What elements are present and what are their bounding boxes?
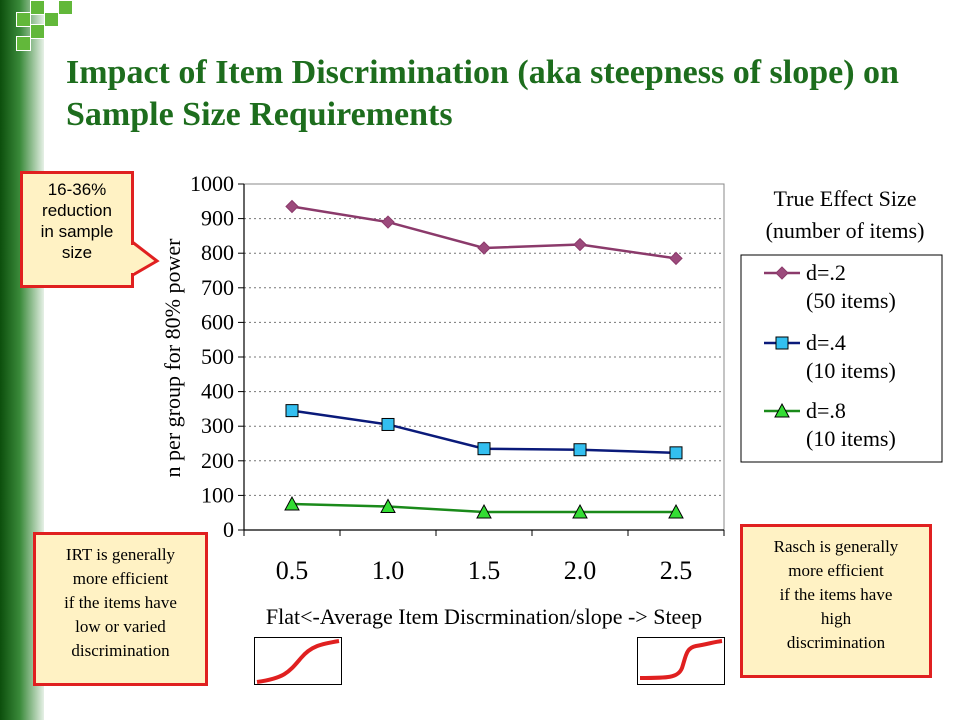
legend-label: d=.8 [806, 398, 846, 423]
data-point-marker [380, 498, 396, 513]
irt-line-1: IRT is generally [65, 545, 176, 564]
reduction-callout: 16-36% reduction in sample size [20, 171, 134, 288]
legend-marker [775, 266, 789, 280]
data-point-marker [669, 251, 683, 266]
rasch-line-2: more efficient [788, 561, 884, 580]
data-point-marker [285, 404, 299, 418]
data-point-marker [573, 237, 587, 252]
x-tick-label: 1.5 [468, 556, 501, 585]
x-tick-label: 2.5 [660, 556, 693, 585]
legend-title-line1: True Effect Size [774, 186, 917, 211]
y-tick-label: 0 [223, 517, 234, 542]
data-point-marker [381, 417, 395, 431]
data-point-marker [477, 241, 491, 255]
rasch-callout: Rasch is generally more efficient if the… [740, 524, 932, 678]
rasch-line-5: discrimination [786, 633, 886, 652]
y-tick-label: 500 [201, 344, 234, 369]
data-point-marker [572, 503, 588, 519]
reduction-line-2: reduction [42, 201, 112, 220]
legend-label-items: (10 items) [806, 358, 896, 383]
legend-box [740, 254, 943, 463]
rasch-line-4: high [820, 609, 852, 628]
data-point-marker [477, 442, 491, 456]
y-axis-title: n per group for 80% power [160, 238, 185, 478]
reduction-line-1: 16-36% [47, 180, 107, 199]
irt-line-5: discrimination [71, 641, 170, 660]
y-tick-label: 600 [201, 309, 234, 334]
x-tick-label: 0.5 [276, 556, 309, 585]
data-point-marker [285, 199, 299, 214]
legend-label: d=.4 [806, 330, 846, 355]
x-tick-label: 1.0 [372, 556, 405, 585]
series-3 [284, 495, 684, 519]
reduction-line-4: size [61, 243, 93, 262]
legend-label-items: (10 items) [806, 426, 896, 451]
irt-line-4: low or varied [75, 617, 166, 636]
series-layer [284, 199, 684, 519]
legend-entry-2: d=.4 (10 items) [764, 330, 896, 383]
irt-line-3: if the items have [64, 593, 177, 612]
legend-entry-3: d=.8 (10 items) [764, 398, 896, 451]
rasch-line-3: if the items have [779, 585, 893, 604]
legend-marker [775, 336, 789, 350]
reduction-line-3: in sample [40, 222, 114, 241]
data-point-marker [668, 503, 684, 519]
slide-title: Impact of Item Discrimination (aka steep… [66, 54, 899, 133]
steep-curve-icon [637, 637, 725, 685]
series-2 [285, 404, 683, 460]
data-point-marker [476, 503, 492, 519]
data-point-marker [284, 495, 300, 511]
callout-join [129, 245, 134, 273]
data-point-marker [573, 443, 587, 457]
y-tick-labels: 0 100 200 300 400 500 600 700 800 900 1000 [190, 171, 244, 542]
y-tick-label: 200 [201, 448, 234, 473]
y-tick-label: 300 [201, 413, 234, 438]
legend-marker [774, 402, 790, 418]
rasch-line-1: Rasch is generally [773, 537, 899, 556]
y-tick-label: 100 [201, 482, 234, 507]
data-point-marker [381, 215, 395, 229]
legend-label-items: (50 items) [806, 288, 896, 313]
flat-curve-icon [254, 637, 342, 685]
x-tick-label: 2.0 [564, 556, 597, 585]
x-tick-labels: 0.5 1.0 1.5 2.0 2.5 [243, 530, 725, 585]
data-point-marker [669, 446, 683, 460]
irt-callout: IRT is generally more efficient if the i… [33, 532, 208, 686]
series-1 [285, 199, 683, 266]
legend-entry-1: d=.2 (50 items) [764, 260, 896, 313]
y-tick-label: 1000 [190, 171, 234, 196]
y-tick-label: 800 [201, 240, 234, 265]
y-tick-label: 400 [201, 379, 234, 404]
x-axis-title: Flat<-Average Item Discrmination/slope -… [266, 604, 702, 629]
callout-pointer [129, 237, 160, 279]
y-tick-label: 900 [201, 206, 234, 231]
legend-entries: d=.2 (50 items) d=.4 (10 items) d=.8 (10 item… [764, 260, 896, 451]
legend-title-line2: (number of items) [766, 218, 925, 243]
legend-label: d=.2 [806, 260, 846, 285]
irt-line-2: more efficient [72, 569, 169, 588]
y-tick-label: 700 [201, 275, 234, 300]
